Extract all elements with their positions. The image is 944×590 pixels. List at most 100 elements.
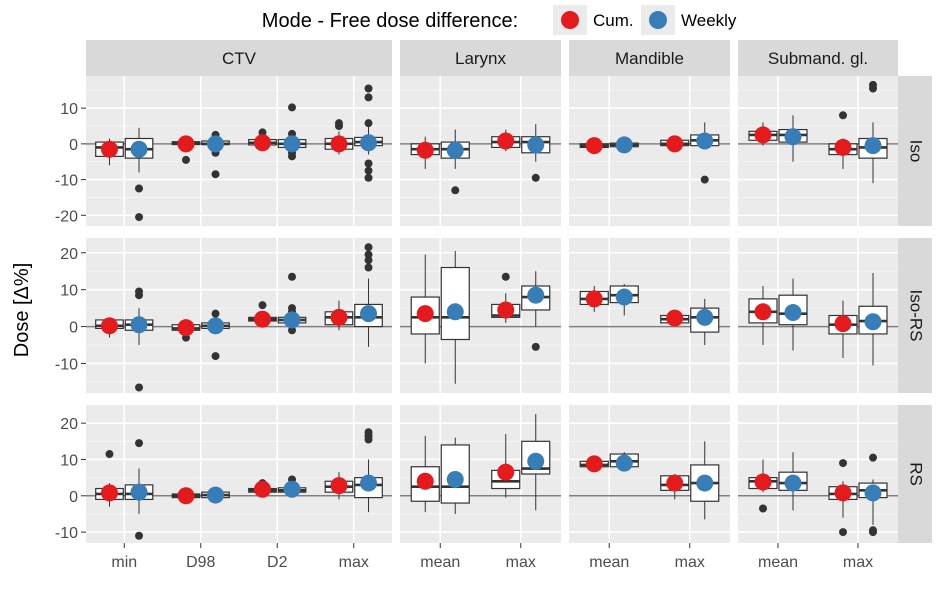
y-tick-label: -10: [55, 356, 78, 373]
outlier-point: [288, 103, 297, 112]
x-tick-label: mean: [758, 554, 798, 571]
y-tick-label: -10: [55, 525, 78, 542]
mean-point-weekly: [446, 303, 464, 321]
outlier-point: [135, 291, 144, 300]
outlier-point: [531, 342, 540, 351]
panel-1-3: [738, 238, 898, 393]
mean-point-weekly: [207, 317, 225, 335]
facet-strip-3: [738, 40, 898, 76]
mean-point-cum: [253, 134, 271, 152]
legend: Mode - Free dose difference: Cum. Weekly: [262, 5, 737, 35]
mean-point-weekly: [784, 304, 802, 322]
panel-0-2: [569, 76, 730, 226]
mean-point-cum: [416, 305, 434, 323]
outlier-point: [364, 93, 373, 102]
outlier-point: [288, 326, 297, 335]
row-strip-2: [898, 405, 932, 543]
outlier-point: [869, 528, 877, 537]
facet-strip-2: [569, 40, 730, 76]
outlier-point: [181, 155, 190, 164]
facet-strip-0: [86, 40, 392, 76]
mean-point-cum: [585, 455, 603, 473]
mean-point-cum: [330, 135, 348, 153]
legend-label-cum: Cum.: [593, 11, 634, 30]
panel-0-1: [400, 76, 561, 226]
outlier-point: [211, 170, 220, 179]
mean-point-cum: [177, 135, 195, 153]
x-tick-label: max: [843, 554, 873, 571]
row-strip-label-0: Iso: [907, 140, 926, 163]
y-tick-label: 0: [69, 489, 78, 506]
outlier-point: [135, 184, 144, 193]
mean-point-weekly: [615, 136, 633, 154]
mean-point-weekly: [446, 470, 464, 488]
mean-point-weekly: [130, 140, 148, 158]
outlier-point: [869, 453, 877, 462]
mean-point-cum: [585, 290, 603, 308]
outlier-point: [501, 272, 510, 281]
mean-point-cum: [834, 484, 852, 502]
outlier-point: [364, 256, 373, 265]
x-tick-label: max: [339, 554, 369, 571]
y-tick-label: 10: [60, 283, 78, 300]
panel-2-2: [569, 405, 730, 543]
mean-point-cum: [497, 132, 515, 150]
y-tick-label: 0: [69, 320, 78, 337]
mean-point-cum: [330, 308, 348, 326]
y-axis-label: Dose [Δ%]: [11, 263, 33, 358]
mean-point-weekly: [696, 308, 714, 326]
facet-strip-label-0: CTV: [222, 49, 257, 68]
mean-point-weekly: [696, 474, 714, 492]
outlier-point: [364, 263, 373, 272]
outlier-point: [135, 383, 144, 392]
mean-point-weekly: [130, 316, 148, 334]
mean-point-weekly: [283, 311, 301, 329]
mean-point-cum: [754, 126, 772, 144]
mean-point-cum: [416, 472, 434, 490]
x-tick-label: D98: [186, 554, 215, 571]
y-tick-label: -10: [55, 173, 78, 190]
panel-2-3: [738, 405, 898, 543]
y-tick-label: -20: [55, 208, 78, 225]
outlier-point: [105, 450, 114, 459]
y-tick-label: 20: [60, 416, 78, 433]
mean-point-cum: [666, 135, 684, 153]
outlier-point: [364, 243, 373, 252]
outlier-point: [288, 152, 297, 161]
outlier-point: [700, 175, 709, 184]
mean-point-cum: [754, 303, 772, 321]
mean-point-cum: [666, 474, 684, 492]
panel-1-0: [86, 238, 392, 393]
outlier-point: [531, 173, 540, 182]
mean-point-weekly: [527, 286, 545, 304]
outlier-point: [258, 301, 267, 310]
row-strip-label-2: RS: [907, 462, 926, 486]
legend-dot-weekly: [649, 11, 667, 29]
mean-point-weekly: [615, 288, 633, 306]
facet-strip-label-3: Submand. gl.: [768, 49, 868, 68]
x-tick-label: D2: [267, 554, 288, 571]
mean-point-weekly: [527, 136, 545, 154]
outlier-point: [334, 119, 343, 128]
outlier-point: [364, 250, 373, 259]
facet-grid: CTV Larynx Mandible Submand. gl. Iso Iso-RS RS…: [55, 40, 932, 571]
outlier-point: [135, 531, 144, 540]
outlier-point: [364, 173, 373, 182]
legend-label-weekly: Weekly: [681, 11, 737, 30]
outlier-point: [364, 84, 373, 93]
mean-point-cum: [416, 141, 434, 159]
panel-2-1: [400, 405, 561, 543]
row-strip-label-1: Iso-RS: [907, 290, 926, 342]
mean-point-cum: [177, 487, 195, 505]
mean-point-weekly: [784, 128, 802, 146]
facet-strip-label-1: Larynx: [455, 49, 507, 68]
mean-point-cum: [834, 138, 852, 156]
outlier-point: [135, 213, 144, 222]
x-tick-label: max: [506, 554, 536, 571]
outlier-point: [364, 435, 373, 444]
outlier-point: [839, 111, 847, 120]
x-tick-label: max: [675, 554, 705, 571]
mean-point-weekly: [784, 474, 802, 492]
mean-point-weekly: [283, 135, 301, 153]
